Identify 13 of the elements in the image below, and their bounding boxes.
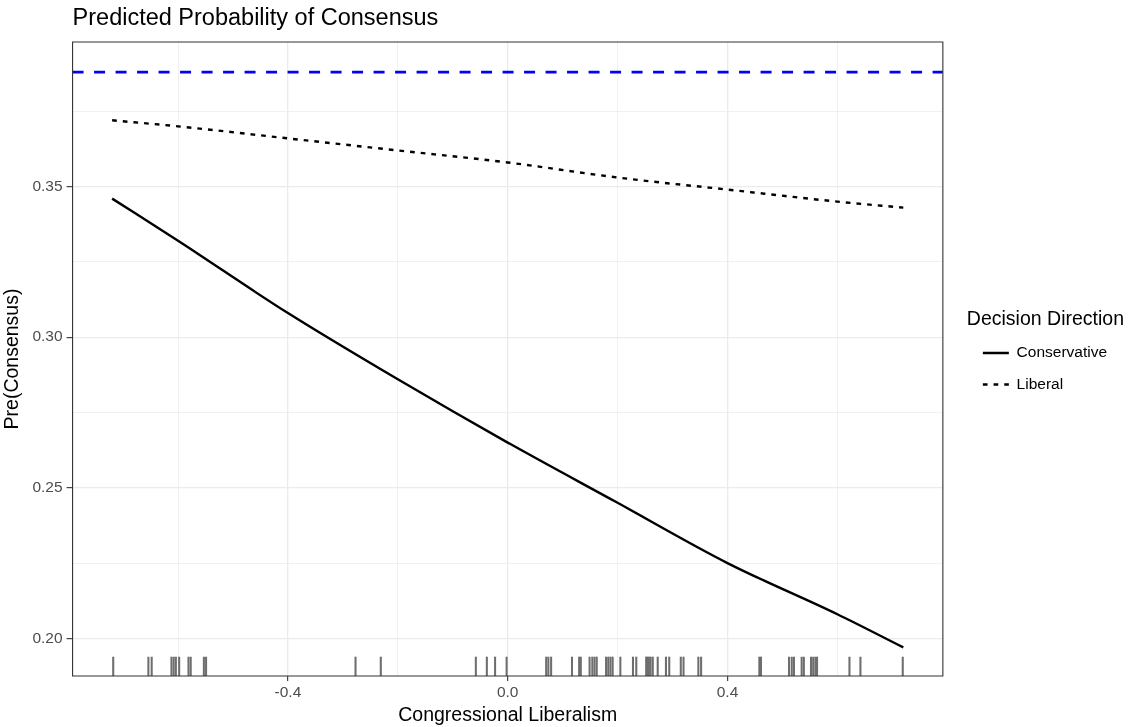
legend-title: Decision Direction [966, 306, 1125, 329]
x-tick-label: -0.4 [274, 682, 302, 700]
y-axis-title: Pre(Consensus) [0, 288, 23, 430]
x-tick-label: 0.4 [716, 682, 739, 700]
x-axis-title: Congressional Liberalism [398, 702, 618, 725]
legend-label: Conservative [1016, 343, 1108, 361]
y-tick-label: 0.25 [32, 478, 63, 496]
y-tick-label: 0.30 [32, 327, 63, 345]
y-tick-label: 0.20 [32, 628, 63, 646]
y-tick-label: 0.35 [32, 176, 63, 194]
chart-title: Predicted Probability of Consensus [72, 4, 439, 31]
x-tick-label: 0.0 [496, 682, 519, 700]
legend-label: Liberal [1016, 374, 1064, 392]
